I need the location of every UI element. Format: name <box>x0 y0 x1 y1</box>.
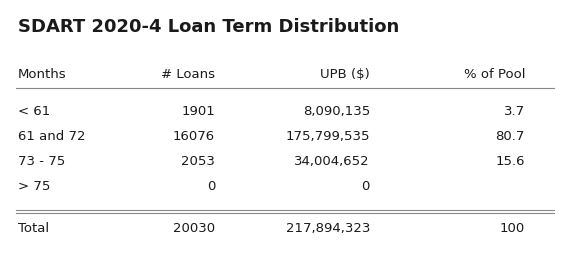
Text: 8,090,135: 8,090,135 <box>303 105 370 118</box>
Text: UPB ($): UPB ($) <box>320 68 370 81</box>
Text: 61 and 72: 61 and 72 <box>18 130 86 143</box>
Text: 217,894,323: 217,894,323 <box>286 222 370 235</box>
Text: % of Pool: % of Pool <box>463 68 525 81</box>
Text: 20030: 20030 <box>173 222 215 235</box>
Text: Months: Months <box>18 68 67 81</box>
Text: 0: 0 <box>206 180 215 193</box>
Text: 34,004,652: 34,004,652 <box>294 155 370 168</box>
Text: SDART 2020-4 Loan Term Distribution: SDART 2020-4 Loan Term Distribution <box>18 18 399 36</box>
Text: 1901: 1901 <box>181 105 215 118</box>
Text: 175,799,535: 175,799,535 <box>286 130 370 143</box>
Text: Total: Total <box>18 222 49 235</box>
Text: # Loans: # Loans <box>161 68 215 81</box>
Text: > 75: > 75 <box>18 180 50 193</box>
Text: 80.7: 80.7 <box>496 130 525 143</box>
Text: 100: 100 <box>500 222 525 235</box>
Text: 3.7: 3.7 <box>504 105 525 118</box>
Text: 0: 0 <box>361 180 370 193</box>
Text: 2053: 2053 <box>181 155 215 168</box>
Text: 15.6: 15.6 <box>495 155 525 168</box>
Text: < 61: < 61 <box>18 105 50 118</box>
Text: 73 - 75: 73 - 75 <box>18 155 65 168</box>
Text: 16076: 16076 <box>173 130 215 143</box>
